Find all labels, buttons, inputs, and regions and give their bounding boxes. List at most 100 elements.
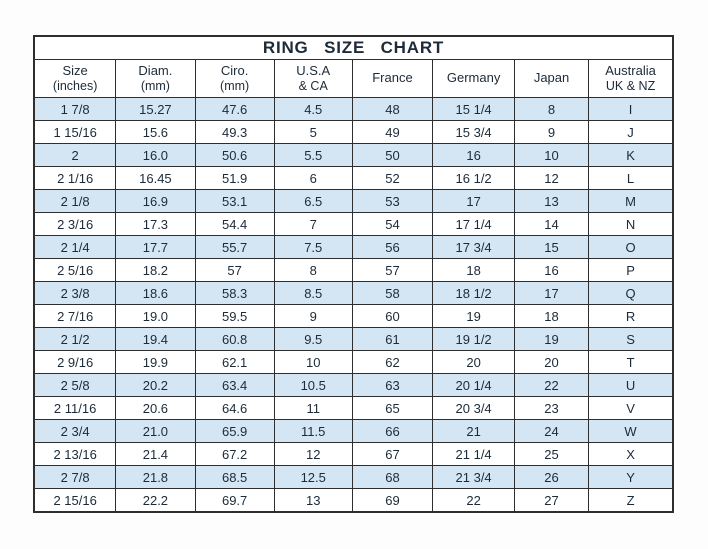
table-cell: 22 [432,488,515,513]
table-cell: 2 5/8 [33,373,117,397]
table-row: 2 3/4 21.0 65.9 11.5 66 21 24 W [33,419,674,443]
table-cell: 68 [351,465,434,489]
table-row: 2 1/16 16.45 51.9 6 52 16 1/2 12 L [33,166,674,190]
table-cell: 12 [513,166,590,190]
table-cell: U [588,373,674,397]
table-cell: 52 [351,166,434,190]
table-cell: S [588,327,674,351]
table-cell: 65.9 [194,419,275,443]
table-cell: 10 [273,350,353,374]
table-cell: 21 3/4 [432,465,515,489]
table-title: RING SIZE CHART [33,35,674,60]
table-cell: 18 [513,304,590,328]
table-cell: 2 5/16 [33,258,117,282]
table-cell: 64.6 [194,396,275,420]
table-row: 2 15/16 22.2 69.7 13 69 22 27 Z [33,488,674,513]
table-cell: 2 7/16 [33,304,117,328]
table-cell: 2 3/4 [33,419,117,443]
table-cell: 11.5 [273,419,353,443]
table-body: 1 7/8 15.27 47.6 4.5 48 15 1/4 8 I 1 15/16 15.6 49… [33,97,674,513]
header-sublabel: & CA [298,78,328,93]
table-cell: 60 [351,304,434,328]
table-cell: 21.0 [115,419,196,443]
table-cell: 62 [351,350,434,374]
table-cell: 48 [351,97,434,121]
table-cell: 17 1/4 [432,212,515,236]
table-cell: 9 [513,120,590,144]
table-cell: 68.5 [194,465,275,489]
table-cell: 47.6 [194,97,275,121]
table-cell: J [588,120,674,144]
table-cell: 17 3/4 [432,235,515,259]
table-cell: 15 3/4 [432,120,515,144]
table-cell: 19.4 [115,327,196,351]
header-label: Size [62,63,88,79]
table-row: 2 11/16 20.6 64.6 11 65 20 3/4 23 V [33,396,674,420]
table-cell: Y [588,465,674,489]
table-cell: 6.5 [273,189,353,213]
table-row: 2 1/8 16.9 53.1 6.5 53 17 13 M [33,189,674,213]
table-cell: 16.0 [115,143,196,167]
column-header: Size (inches) [33,59,117,98]
table-cell: 12.5 [273,465,353,489]
table-cell: 24 [513,419,590,443]
header-label: Japan [533,70,570,86]
table-cell: 20 1/4 [432,373,515,397]
table-cell: 19 [513,327,590,351]
table-cell: 8 [513,97,590,121]
table-cell: 67.2 [194,442,275,466]
header-sublabel: UK & NZ [605,78,656,93]
ring-size-chart: RING SIZE CHART Size (inches) Diam. (mm)… [33,35,674,513]
table-cell: 2 1/2 [33,327,117,351]
table-cell: 8 [273,258,353,282]
table-cell: 18 1/2 [432,281,515,305]
table-cell: 18 [432,258,515,282]
table-cell: 57 [194,258,275,282]
table-cell: V [588,396,674,420]
header-sublabel: (mm) [220,78,250,93]
table-cell: 59.5 [194,304,275,328]
table-cell: O [588,235,674,259]
table-cell: P [588,258,674,282]
table-cell: 23 [513,396,590,420]
column-header: Australia UK & NZ [588,59,674,98]
table-cell: 15.6 [115,120,196,144]
table-cell: 67 [351,442,434,466]
table-cell: 63.4 [194,373,275,397]
table-cell: 50 [351,143,434,167]
table-cell: 19 [432,304,515,328]
table-cell: 55.7 [194,235,275,259]
table-cell: 58 [351,281,434,305]
table-cell: 1 15/16 [33,120,117,144]
table-cell: 18.6 [115,281,196,305]
table-cell: 2 13/16 [33,442,117,466]
table-cell: 53 [351,189,434,213]
table-cell: Q [588,281,674,305]
table-cell: 5 [273,120,353,144]
table-cell: 5.5 [273,143,353,167]
table-row: 2 7/8 21.8 68.5 12.5 68 21 3/4 26 Y [33,465,674,489]
table-cell: 4.5 [273,97,353,121]
table-cell: 63 [351,373,434,397]
table-cell: 22 [513,373,590,397]
table-cell: 2 9/16 [33,350,117,374]
table-cell: 7 [273,212,353,236]
header-row: Size (inches) Diam. (mm) Ciro. (mm) U.S.… [33,59,674,98]
table-cell: Z [588,488,674,513]
table-cell: 27 [513,488,590,513]
title-row: RING SIZE CHART [33,35,674,60]
table-cell: W [588,419,674,443]
table-cell: 16.9 [115,189,196,213]
table-cell: 16.45 [115,166,196,190]
table-cell: 19.0 [115,304,196,328]
ring-size-table: RING SIZE CHART Size (inches) Diam. (mm)… [33,35,674,513]
column-header: Japan [513,59,590,98]
table-cell: 51.9 [194,166,275,190]
table-row: 2 13/16 21.4 67.2 12 67 21 1/4 25 X [33,442,674,466]
table-cell: 50.6 [194,143,275,167]
table-cell: 17 [432,189,515,213]
table-cell: 17 [513,281,590,305]
table-cell: 49.3 [194,120,275,144]
table-cell: 20 [432,350,515,374]
